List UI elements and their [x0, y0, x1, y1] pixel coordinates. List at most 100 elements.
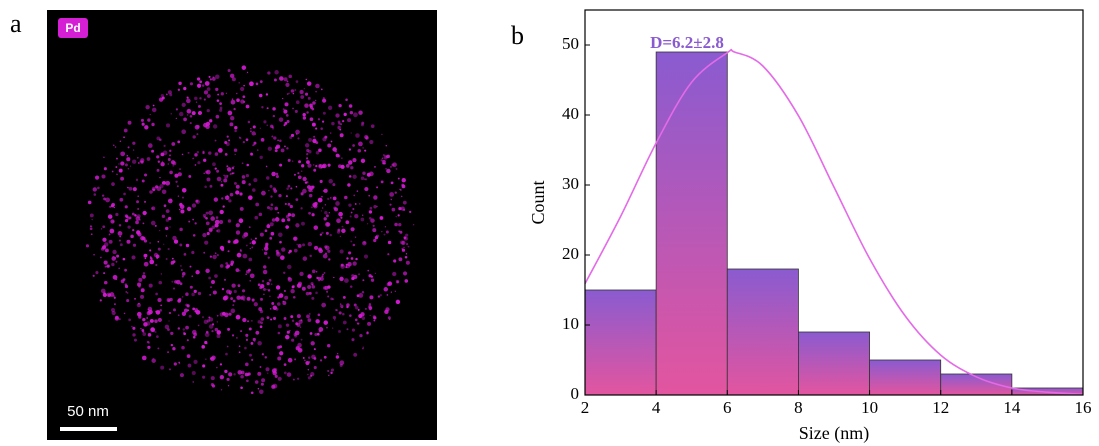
signal-dot: [175, 108, 179, 111]
signal-dot: [286, 147, 289, 150]
signal-dot: [260, 382, 264, 386]
signal-dot: [149, 259, 155, 265]
signal-dot: [373, 319, 376, 322]
signal-dot: [257, 371, 262, 376]
signal-dot: [311, 190, 313, 192]
signal-dot: [102, 244, 106, 248]
signal-dot: [278, 193, 282, 198]
signal-dot: [110, 216, 113, 219]
signal-dot: [349, 215, 352, 218]
signal-dot: [242, 253, 248, 259]
signal-dot: [117, 231, 123, 236]
signal-dot: [332, 316, 337, 320]
signal-dot: [308, 313, 311, 315]
signal-dot: [247, 120, 251, 124]
signal-dot: [204, 332, 210, 338]
signal-dot: [205, 216, 208, 220]
signal-dot: [142, 222, 145, 225]
signal-dot: [138, 277, 143, 282]
signal-dot: [111, 262, 115, 267]
signal-dot: [186, 354, 191, 358]
signal-dot: [202, 150, 205, 153]
signal-dot: [303, 87, 305, 90]
signal-dot: [171, 257, 174, 260]
signal-dot: [112, 274, 118, 280]
signal-dot: [364, 307, 367, 310]
signal-dot: [219, 108, 223, 112]
signal-dot: [293, 236, 298, 241]
signal-dot: [131, 255, 136, 260]
signal-dot: [327, 370, 330, 372]
signal-dot: [91, 225, 93, 227]
signal-dot: [215, 74, 220, 79]
signal-dot: [238, 136, 241, 139]
signal-dot: [209, 184, 213, 188]
signal-dot: [168, 320, 170, 322]
signal-dot: [289, 329, 291, 332]
signal-dot: [237, 284, 241, 287]
signal-dot: [295, 223, 300, 228]
signal-dot: [342, 295, 346, 299]
signal-dot: [205, 221, 210, 226]
signal-dot: [191, 203, 197, 208]
signal-dot: [221, 311, 226, 316]
signal-dot: [167, 158, 171, 161]
signal-dot: [293, 332, 297, 337]
signal-dot: [246, 71, 249, 74]
signal-dot: [245, 173, 250, 178]
signal-dot: [301, 164, 305, 168]
signal-dot: [231, 334, 235, 337]
signal-dot: [261, 137, 264, 140]
signal-dot: [274, 70, 279, 75]
signal-dot: [282, 97, 284, 100]
signal-dot: [163, 144, 166, 147]
signal-dot: [369, 314, 371, 317]
signal-dot: [248, 257, 253, 262]
signal-dot: [283, 124, 286, 127]
signal-dot: [300, 170, 303, 172]
signal-dot: [118, 231, 121, 233]
signal-dot: [178, 298, 182, 302]
signal-dot: [267, 71, 271, 75]
signal-dot: [271, 283, 273, 285]
scale-bar: [60, 427, 117, 431]
signal-dot: [135, 178, 139, 182]
signal-dot: [181, 153, 184, 156]
signal-dot: [250, 152, 253, 156]
signal-dot: [216, 229, 219, 232]
signal-dot: [269, 222, 274, 227]
signal-dot: [260, 321, 263, 325]
signal-dot: [273, 316, 277, 320]
signal-dot: [307, 163, 312, 168]
signal-dot: [205, 268, 210, 274]
signal-dot: [330, 368, 334, 372]
signal-dot: [270, 318, 273, 321]
signal-dot: [242, 317, 247, 323]
signal-dot: [171, 142, 176, 146]
signal-dot: [242, 140, 245, 144]
signal-dot: [156, 136, 161, 141]
signal-dot: [122, 257, 126, 261]
signal-dot: [330, 297, 334, 301]
signal-dot: [94, 175, 100, 180]
signal-dot: [147, 118, 151, 122]
signal-dot: [120, 176, 125, 181]
signal-dot: [115, 260, 118, 263]
signal-dot: [290, 187, 293, 190]
signal-dot: [248, 327, 252, 331]
signal-dot: [361, 290, 365, 294]
y-axis-label: Count: [528, 180, 548, 224]
signal-dot: [227, 327, 231, 331]
signal-dot: [227, 69, 231, 73]
signal-dot: [233, 289, 237, 294]
signal-dot: [301, 286, 306, 291]
signal-dot: [185, 243, 190, 248]
signal-dot: [308, 193, 313, 198]
signal-dot: [336, 218, 341, 224]
signal-dot: [307, 373, 309, 376]
signal-dot: [253, 178, 258, 183]
signal-dot: [240, 374, 244, 379]
signal-dot: [340, 123, 342, 126]
signal-dot: [328, 258, 331, 261]
signal-dot: [361, 121, 365, 125]
